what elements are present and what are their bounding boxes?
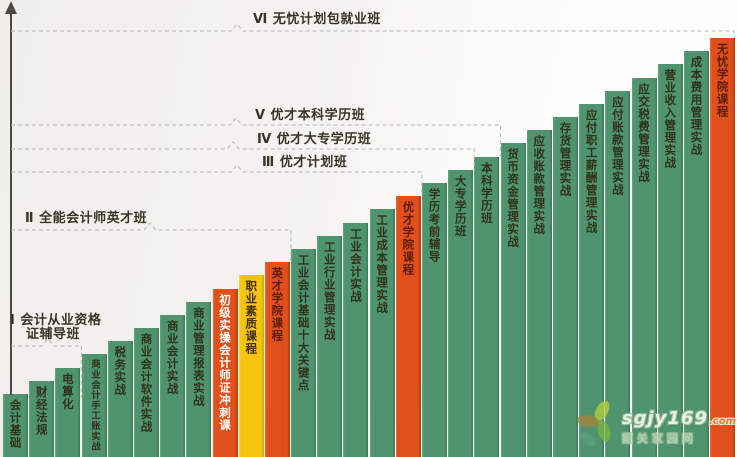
course-bar-label: 优才学院课程 (401, 201, 416, 277)
course-bar-label: 大专学历班 (453, 174, 468, 238)
level-label-line: Ⅲ 优才计划班 (262, 155, 348, 170)
level-label: Ⅵ 无忧计划包就业班 (253, 13, 381, 27)
level-label: Ⅳ 优才大专学历班 (257, 133, 371, 147)
course-bar: 电算化 (55, 367, 81, 457)
course-bar-label: 学历考前辅导 (427, 188, 442, 264)
course-bar-label: 本科学历班 (479, 161, 494, 225)
course-bar: 工业成本管理实战 (369, 209, 395, 457)
level-label: Ⅴ 优才本科学历班 (255, 109, 365, 123)
course-bar: 税务实战 (107, 341, 133, 457)
watermark: sgjy169.com 韶关家园网 (576, 399, 736, 455)
course-bar-label: 工业成本管理实战 (375, 214, 390, 315)
course-bar: 商业会计软件实战 (133, 328, 159, 457)
level-label-line: Ⅰ 会计从业资格 (10, 313, 102, 328)
watermark-domain-row: sgjy169.com (622, 408, 736, 429)
course-bar-label: 初级实操会计师证冲刺课 (218, 293, 233, 432)
course-bar: 营业收入管理实战 (657, 64, 683, 457)
course-bar: 工业行业管理实战 (317, 235, 343, 457)
course-bar-label: 无忧学院课程 (715, 43, 730, 118)
level-label-line: Ⅱ 全能会计师英才班 (25, 211, 148, 226)
course-bar-label: 电算化 (60, 372, 75, 411)
watermark-flower-icon (576, 400, 611, 446)
course-bar: 工业会计基础十大关键点 (291, 248, 317, 457)
course-bar-label: 应付账款管理实战 (610, 95, 625, 196)
course-bar-label: 工业会计基础十大关键点 (296, 253, 311, 392)
course-bar: 商业管理报表实战 (186, 301, 212, 457)
course-bar-label: 应付职工薪酬管理实战 (584, 108, 599, 234)
course-bar-label: 应收账款管理实战 (532, 135, 547, 236)
course-bar: 应收账款管理实战 (526, 130, 552, 457)
level-label: Ⅲ 优才计划班 (262, 156, 347, 170)
course-bar: 工业会计实战 (343, 222, 369, 457)
course-bar-label: 职业素质课程 (244, 280, 259, 356)
course-bar: 应付职工薪酬管理实战 (579, 103, 605, 457)
course-bar: 优才学院课程 (395, 196, 421, 457)
level-label: Ⅰ 会计从业资格 证辅导班 (10, 314, 101, 342)
course-bar-label: 工业行业管理实战 (322, 240, 337, 341)
course-bar: 应付账款管理实战 (605, 90, 631, 457)
course-bar: 商业会计手工账实战 (81, 354, 107, 457)
course-bar: 成本费用管理实战 (683, 51, 709, 457)
course-bar-label: 商业管理报表实战 (191, 306, 206, 407)
course-bar-label: 存货管理实战 (558, 122, 573, 198)
level-label-line: 证辅导班 (26, 327, 81, 342)
course-bar: 本科学历班 (474, 156, 500, 457)
course-bar-label: 营业收入管理实战 (663, 69, 678, 170)
course-bar: 存货管理实战 (552, 117, 578, 457)
level-label: Ⅱ 全能会计师英才班 (25, 212, 147, 226)
course-bar: 货币资金管理实战 (500, 143, 526, 457)
course-bar: 无忧学院课程 (710, 38, 736, 457)
course-bar-label: 货币资金管理实战 (506, 148, 521, 249)
course-bar-label: 英才学院课程 (270, 267, 285, 343)
watermark-site-name: 韶关家园网 (621, 432, 697, 445)
watermark-text: sgjy169.com 韶关家园网 (622, 408, 736, 446)
watermark-tld: .com (708, 416, 736, 427)
course-bar-label: 商业会计手工账实战 (89, 359, 101, 453)
course-bar-label: 税务实战 (113, 346, 128, 397)
course-bar: 职业素质课程 (238, 275, 264, 457)
course-bar-label: 应交税费管理实战 (637, 82, 652, 183)
level-label-line: Ⅴ 优才本科学历班 (255, 108, 366, 123)
level-label-line: Ⅳ 优才大专学历班 (257, 132, 372, 147)
course-bar: 英才学院课程 (264, 262, 290, 457)
course-bar: 学历考前辅导 (422, 183, 448, 457)
course-bar-label: 财经法规 (34, 385, 49, 436)
course-bar: 大专学历班 (448, 169, 474, 457)
course-bar: 商业会计实战 (160, 314, 186, 457)
course-bar: 财经法规 (29, 380, 55, 457)
course-bar: 初级实操会计师证冲刺课 (212, 288, 238, 457)
level-label-line: Ⅵ 无忧计划包就业班 (253, 12, 381, 27)
course-bar-label: 会计基础 (8, 399, 23, 449)
course-bar: 应交税费管理实战 (631, 77, 657, 457)
course-bar: 会计基础 (3, 394, 28, 457)
watermark-domain: sgjy169 (621, 408, 708, 429)
course-bar-label: 商业会计软件实战 (139, 333, 154, 434)
course-bar-label: 商业会计实战 (165, 319, 180, 395)
course-bar-label: 工业会计实战 (348, 227, 363, 303)
course-bar-label: 成本费用管理实战 (689, 56, 704, 157)
